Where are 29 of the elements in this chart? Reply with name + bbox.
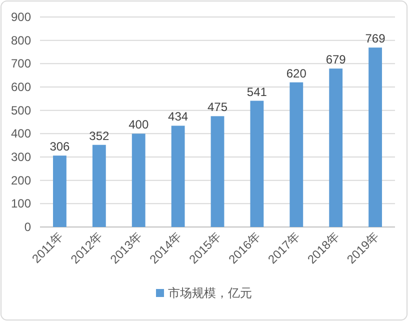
- bar: [132, 134, 146, 227]
- data-label: 400: [128, 118, 149, 132]
- y-tick-label: 600: [10, 80, 32, 94]
- data-label: 620: [286, 66, 307, 80]
- bar: [329, 68, 343, 227]
- data-label: 769: [365, 32, 386, 46]
- bar: [250, 100, 264, 227]
- y-tick-label: 300: [10, 150, 32, 164]
- bar: [92, 144, 106, 227]
- bar: [368, 48, 382, 227]
- y-tick-label: 900: [10, 10, 32, 24]
- data-label: 434: [168, 110, 188, 124]
- bar: [171, 126, 185, 227]
- y-tick-label: 400: [10, 126, 32, 141]
- y-tick-label: 0: [24, 220, 32, 234]
- y-tick-label: 700: [10, 56, 32, 71]
- data-label: 541: [246, 84, 268, 99]
- y-tick-label: 100: [10, 196, 32, 211]
- bar: [53, 156, 66, 227]
- y-tick-label: 200: [10, 173, 32, 188]
- data-label: 306: [50, 140, 70, 154]
- y-tick-label: 500: [10, 103, 32, 118]
- data-label: 679: [326, 52, 346, 67]
- bar: [290, 82, 304, 227]
- bar: [210, 116, 224, 227]
- data-label: 352: [89, 128, 110, 143]
- data-label: 475: [207, 100, 228, 114]
- legend-label: 市场规模，亿元: [168, 286, 252, 300]
- y-tick-label: 800: [10, 33, 32, 48]
